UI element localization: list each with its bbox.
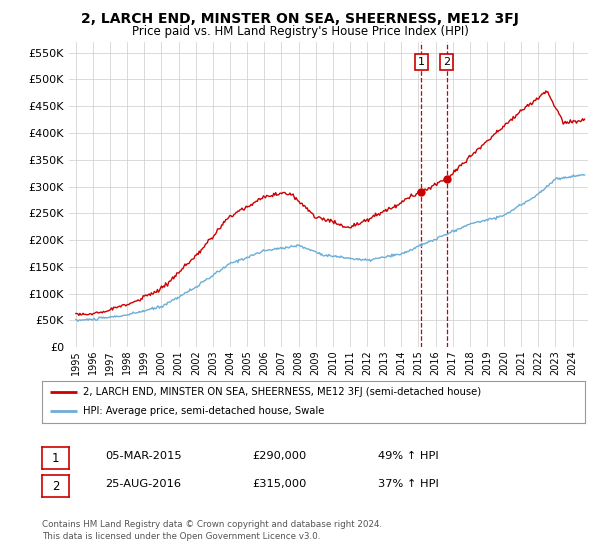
Text: 2: 2	[52, 479, 59, 493]
Text: 2: 2	[443, 57, 450, 67]
Text: 49% ↑ HPI: 49% ↑ HPI	[378, 451, 439, 461]
Text: 2, LARCH END, MINSTER ON SEA, SHEERNESS, ME12 3FJ: 2, LARCH END, MINSTER ON SEA, SHEERNESS,…	[81, 12, 519, 26]
Text: 25-AUG-2016: 25-AUG-2016	[105, 479, 181, 489]
Text: £290,000: £290,000	[252, 451, 306, 461]
Text: This data is licensed under the Open Government Licence v3.0.: This data is licensed under the Open Gov…	[42, 532, 320, 541]
Text: Price paid vs. HM Land Registry's House Price Index (HPI): Price paid vs. HM Land Registry's House …	[131, 25, 469, 38]
Text: HPI: Average price, semi-detached house, Swale: HPI: Average price, semi-detached house,…	[83, 407, 324, 417]
Text: 1: 1	[52, 451, 59, 465]
Text: 37% ↑ HPI: 37% ↑ HPI	[378, 479, 439, 489]
Text: £315,000: £315,000	[252, 479, 307, 489]
Text: Contains HM Land Registry data © Crown copyright and database right 2024.: Contains HM Land Registry data © Crown c…	[42, 520, 382, 529]
Text: 1: 1	[418, 57, 425, 67]
Text: 2, LARCH END, MINSTER ON SEA, SHEERNESS, ME12 3FJ (semi-detached house): 2, LARCH END, MINSTER ON SEA, SHEERNESS,…	[83, 387, 481, 397]
Text: 05-MAR-2015: 05-MAR-2015	[105, 451, 182, 461]
